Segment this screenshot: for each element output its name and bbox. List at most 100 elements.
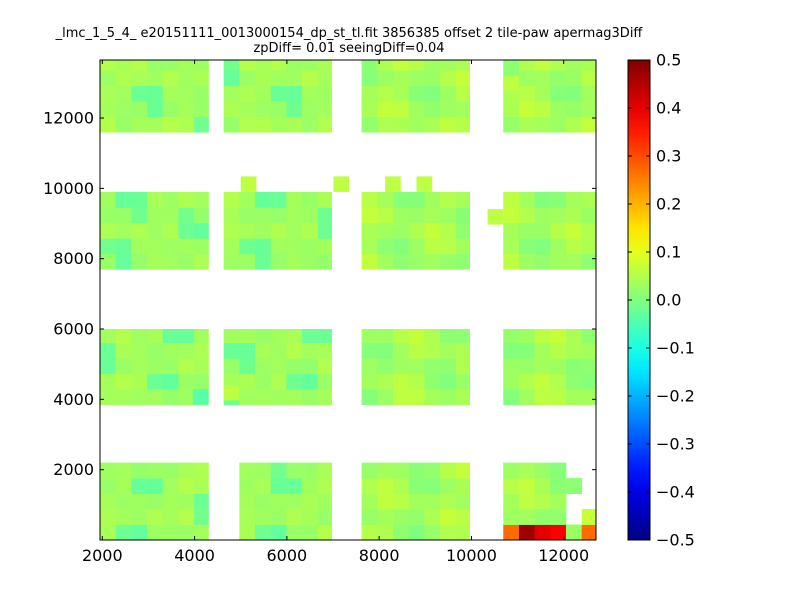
heatmap-cell: [424, 389, 441, 406]
heatmap-cell: [147, 222, 164, 239]
heatmap-cell: [550, 70, 567, 87]
heatmap-cell: [455, 462, 470, 479]
colorbar-tick-label: 0.2: [656, 195, 681, 214]
heatmap-cell: [361, 191, 378, 208]
heatmap-cell: [131, 509, 148, 525]
heatmap-cell: [503, 75, 519, 92]
heatmap-cell: [178, 509, 195, 525]
heatmap-cell: [518, 462, 536, 479]
heatmap-cell: [100, 389, 117, 406]
heatmap-cell: [239, 524, 256, 541]
heatmap-cell: [115, 101, 132, 118]
heatmap-cell: [392, 70, 410, 87]
heatmap-cell: [100, 329, 117, 344]
heatmap-cell: [178, 60, 195, 71]
heatmap-cell: [147, 389, 164, 406]
heatmap-cell: [424, 238, 441, 255]
heatmap-cell: [503, 253, 520, 270]
colorbar: 0.5 0.4 0.3 0.2 0.1 0.0 −0.1 −0.2 −0.3 −0.4 −0.5: [627, 51, 695, 550]
heatmap-cell: [392, 389, 410, 406]
heatmap-cell: [377, 358, 394, 375]
heatmap-cell: [162, 116, 179, 133]
heatmap-cell: [270, 85, 287, 102]
heatmap-cell: [270, 342, 287, 359]
heatmap-cell: [286, 329, 303, 344]
heatmap-cell: [455, 191, 470, 208]
heatmap-cell: [286, 70, 303, 87]
heatmap-cell: [147, 524, 164, 541]
heatmap-cell: [440, 207, 457, 224]
heatmap-cell: [455, 238, 470, 255]
heatmap-cell: [550, 191, 567, 208]
heatmap-cell: [255, 60, 272, 71]
heatmap-cell: [534, 524, 551, 541]
heatmap-cell: [147, 238, 164, 255]
heatmap-cell: [255, 116, 272, 133]
heatmap-cell: [147, 85, 164, 102]
heatmap-cell: [361, 116, 378, 133]
heatmap-cell: [100, 478, 117, 494]
heatmap-cell: [518, 524, 536, 541]
heatmap-cell: [178, 70, 195, 87]
heatmap-cell: [194, 70, 209, 87]
heatmap-cell: [302, 342, 319, 359]
heatmap-cell: [440, 358, 457, 375]
heatmap-cell: [115, 60, 132, 71]
heatmap-cell: [147, 373, 164, 390]
heatmap-cell: [255, 85, 272, 102]
heatmap-cell: [147, 60, 164, 71]
heatmap-cell: [361, 238, 378, 255]
heatmap-cell: [424, 101, 441, 118]
heatmap-cell: [408, 238, 425, 255]
heatmap-cell: [286, 342, 303, 359]
heatmap-cell: [408, 478, 425, 494]
heatmap-cell: [255, 342, 272, 359]
heatmap-cell: [255, 524, 272, 541]
heatmap-cell: [270, 329, 287, 344]
heatmap-cell: [178, 116, 195, 133]
heatmap-cell: [239, 462, 256, 479]
heatmap-cell: [534, 478, 551, 494]
heatmap-cell: [377, 329, 394, 344]
heatmap-cell: [131, 478, 148, 494]
heatmap-cell: [302, 207, 319, 224]
heatmap-cell: [503, 207, 520, 224]
heatmap-cell: [581, 207, 597, 224]
heatmap-cell: [361, 329, 378, 344]
heatmap-cell: [194, 85, 209, 102]
heatmap-cell: [440, 493, 457, 510]
heatmap-cell: [408, 70, 425, 87]
heatmap-cell: [377, 116, 394, 133]
heatmap-cell: [317, 70, 333, 87]
colorbar-tick-label: −0.4: [656, 483, 695, 502]
heatmap-cell: [503, 101, 520, 118]
heatmap-cell: [178, 238, 195, 255]
heatmap-cell: [518, 85, 536, 102]
heatmap-cell: [377, 478, 394, 494]
heatmap-cell: [100, 101, 117, 118]
heatmap-cell: [223, 238, 240, 255]
heatmap-cell: [115, 342, 132, 359]
heatmap-cell: [255, 493, 272, 510]
heatmap-cell: [550, 207, 567, 224]
heatmap-cell: [392, 191, 410, 208]
y-tick-label: 10000: [43, 179, 94, 198]
heatmap-cell: [550, 358, 567, 375]
heatmap-cell: [194, 60, 209, 71]
heatmap-cell: [317, 373, 333, 390]
heatmap-cell: [302, 478, 319, 494]
heatmap-cell: [581, 358, 597, 375]
heatmap-cell: [566, 253, 583, 270]
heatmap-cell: [131, 191, 148, 208]
heatmap-cell: [377, 238, 394, 255]
heatmap-cell: [192, 389, 209, 405]
heatmap-cell: [162, 191, 179, 208]
heatmap-cell: [440, 462, 457, 479]
heatmap-cell: [147, 478, 164, 494]
heatmap-cell: [361, 70, 378, 87]
heatmap-cell: [581, 329, 597, 344]
heatmap-cell: [392, 358, 410, 375]
heatmap-cell: [302, 60, 319, 71]
heatmap-cell: [131, 207, 148, 224]
heatmap-cell: [194, 358, 209, 375]
